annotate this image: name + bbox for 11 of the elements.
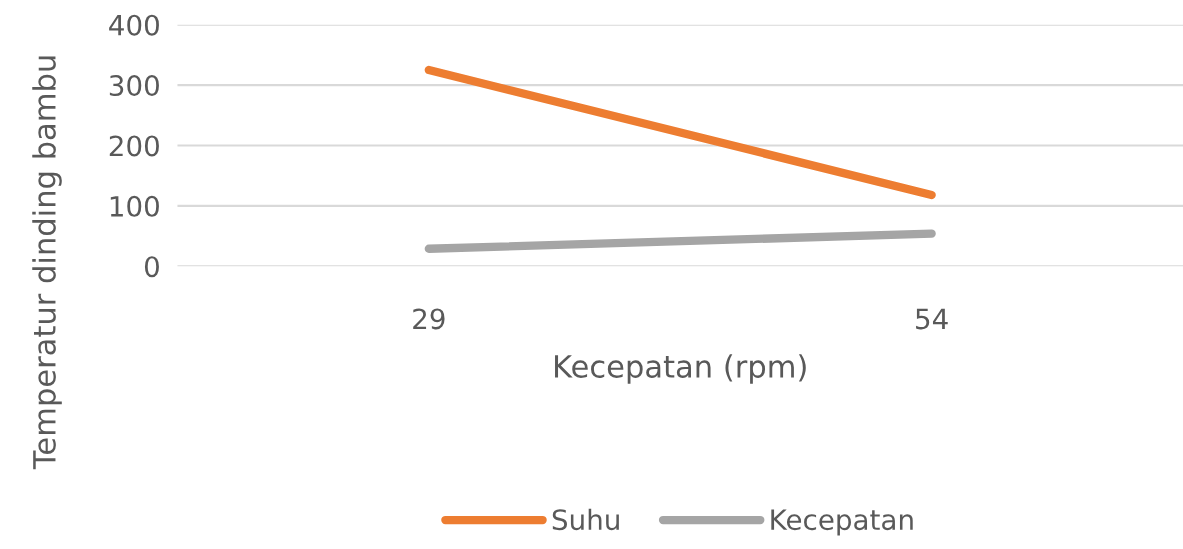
legend-label: Kecepatan — [771, 509, 913, 536]
y-tick-label: 0 — [144, 256, 159, 278]
x-tick-label: 54 — [916, 308, 948, 330]
y-axis-title: Temperatur dinding bambu — [32, 56, 62, 470]
x-tick-label: 29 — [413, 308, 445, 330]
y-tick-label: 300 — [109, 75, 159, 97]
x-axis-title: Kecepatan (rpm) — [555, 354, 806, 384]
y-tick-label: 200 — [109, 135, 159, 157]
legend-label: Suhu — [552, 508, 619, 531]
y-tick-label: 100 — [110, 195, 159, 217]
y-tick-label: 400 — [109, 14, 159, 36]
